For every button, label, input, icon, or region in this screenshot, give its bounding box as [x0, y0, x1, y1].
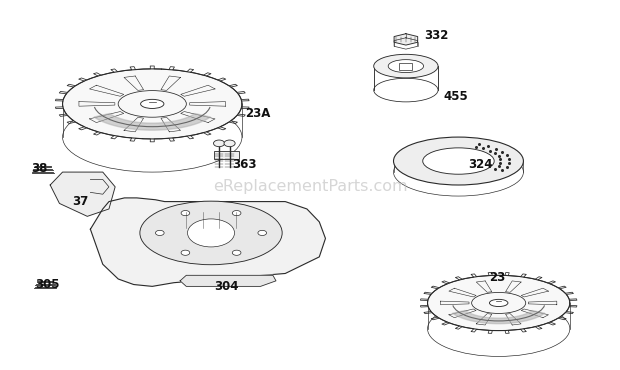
Text: 38: 38	[32, 162, 48, 175]
Ellipse shape	[428, 275, 570, 331]
Text: 23: 23	[489, 271, 506, 284]
Ellipse shape	[374, 54, 438, 78]
FancyBboxPatch shape	[214, 151, 239, 159]
Circle shape	[181, 211, 190, 216]
Text: 305: 305	[35, 278, 60, 291]
Circle shape	[187, 219, 234, 247]
Text: 304: 304	[214, 280, 239, 293]
Circle shape	[258, 231, 267, 235]
Text: 363: 363	[232, 158, 257, 171]
Ellipse shape	[388, 60, 423, 73]
Text: 332: 332	[425, 29, 449, 43]
Circle shape	[232, 250, 241, 255]
Ellipse shape	[394, 137, 523, 185]
Ellipse shape	[140, 201, 282, 265]
Circle shape	[213, 140, 224, 147]
Text: 23A: 23A	[245, 107, 270, 120]
Text: 37: 37	[72, 195, 88, 208]
Text: eReplacementParts.com: eReplacementParts.com	[213, 179, 407, 194]
Ellipse shape	[141, 100, 164, 108]
FancyBboxPatch shape	[399, 63, 412, 70]
Circle shape	[224, 140, 235, 147]
Polygon shape	[394, 34, 418, 45]
Circle shape	[181, 250, 190, 255]
Ellipse shape	[63, 69, 242, 139]
Polygon shape	[453, 310, 545, 324]
Polygon shape	[94, 114, 211, 130]
Text: 324: 324	[467, 158, 492, 171]
Circle shape	[232, 211, 241, 216]
Ellipse shape	[489, 299, 508, 307]
Polygon shape	[50, 172, 115, 216]
Polygon shape	[180, 275, 276, 286]
Text: 455: 455	[443, 90, 467, 103]
Polygon shape	[91, 198, 326, 286]
Circle shape	[156, 231, 164, 235]
Ellipse shape	[423, 148, 494, 174]
